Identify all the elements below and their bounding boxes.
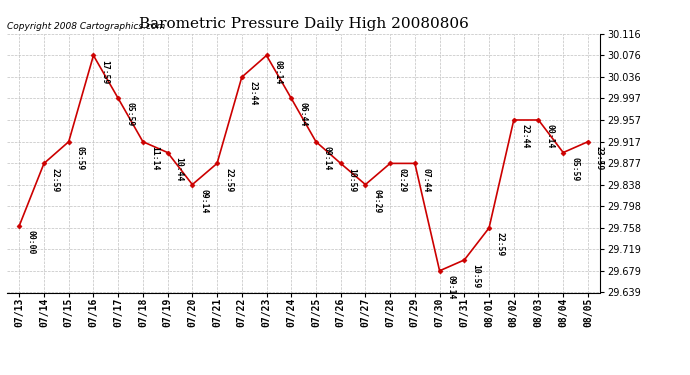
Text: 22:59: 22:59 <box>51 168 60 192</box>
Text: 08:14: 08:14 <box>273 60 282 84</box>
Text: 09:14: 09:14 <box>323 146 332 170</box>
Text: 23:44: 23:44 <box>248 81 258 106</box>
Text: 06:44: 06:44 <box>298 102 307 127</box>
Text: 00:14: 00:14 <box>545 124 555 148</box>
Text: 05:59: 05:59 <box>125 102 134 127</box>
Text: 00:00: 00:00 <box>26 230 35 254</box>
Text: 11:14: 11:14 <box>150 146 159 170</box>
Text: 10:59: 10:59 <box>348 168 357 192</box>
Text: 02:29: 02:29 <box>397 168 406 192</box>
Text: 22:59: 22:59 <box>496 232 505 256</box>
Text: 10:44: 10:44 <box>175 157 184 181</box>
Text: 07:44: 07:44 <box>422 168 431 192</box>
Text: Copyright 2008 Cartographics.com: Copyright 2008 Cartographics.com <box>7 22 165 31</box>
Text: 10:59: 10:59 <box>471 264 480 288</box>
Text: 05:59: 05:59 <box>76 146 85 170</box>
Title: Barometric Pressure Daily High 20080806: Barometric Pressure Daily High 20080806 <box>139 17 469 31</box>
Text: 23:59: 23:59 <box>595 146 604 170</box>
Text: 09:14: 09:14 <box>446 275 455 299</box>
Text: 05:59: 05:59 <box>570 157 579 181</box>
Text: 17:59: 17:59 <box>100 60 110 84</box>
Text: 04:29: 04:29 <box>373 189 382 213</box>
Text: 22:59: 22:59 <box>224 168 233 192</box>
Text: 09:14: 09:14 <box>199 189 208 213</box>
Text: 22:44: 22:44 <box>521 124 530 148</box>
